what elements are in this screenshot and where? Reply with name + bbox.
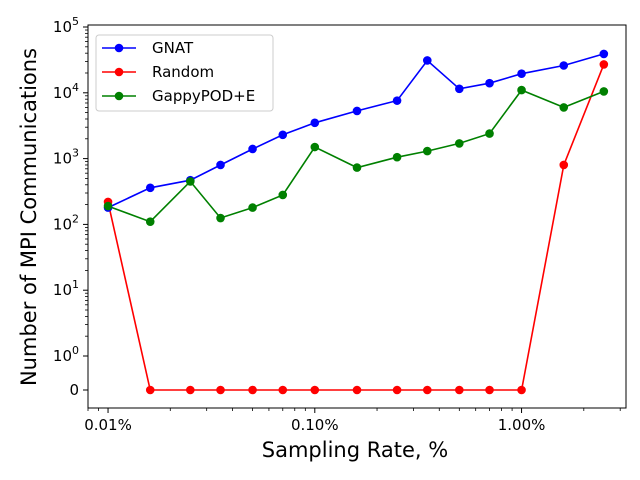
data-point bbox=[278, 130, 288, 140]
data-point bbox=[145, 385, 155, 395]
y-tick-label: 100 bbox=[53, 344, 79, 365]
y-tick-base: 10 bbox=[53, 347, 72, 365]
y-tick-exponent: 2 bbox=[72, 212, 79, 225]
y-tick-label: 103 bbox=[53, 147, 79, 168]
data-point bbox=[145, 217, 155, 226]
legend-label: GNAT bbox=[152, 39, 194, 57]
y-tick-exponent: 0 bbox=[72, 344, 79, 357]
legend-marker bbox=[114, 91, 124, 101]
data-point bbox=[248, 144, 257, 154]
data-point bbox=[392, 385, 402, 395]
x-tick-label: 0.01% bbox=[84, 416, 132, 434]
data-point bbox=[517, 85, 526, 95]
data-point bbox=[310, 385, 320, 395]
y-tick-base: 10 bbox=[53, 18, 72, 36]
data-point bbox=[186, 385, 195, 395]
data-point bbox=[310, 142, 320, 152]
legend: GNAT Random GappyPOD+E bbox=[95, 34, 274, 112]
data-point bbox=[485, 129, 494, 138]
data-point bbox=[559, 103, 569, 112]
y-tick-label: 102 bbox=[53, 212, 79, 233]
legend-marker bbox=[114, 43, 124, 53]
y-tick-base: 10 bbox=[53, 84, 72, 102]
data-point bbox=[517, 69, 526, 79]
series-layer bbox=[103, 49, 609, 395]
data-point bbox=[216, 160, 225, 170]
y-tick-label: 0 bbox=[69, 381, 79, 399]
data-point bbox=[392, 152, 402, 162]
y-tick-label: 104 bbox=[53, 81, 79, 102]
legend-label: GappyPOD+E bbox=[152, 87, 255, 105]
data-point bbox=[216, 385, 225, 395]
y-axis-label: Number of MPI Communications bbox=[17, 48, 41, 386]
plot-frame bbox=[87, 24, 627, 409]
data-point bbox=[559, 160, 569, 170]
x-axis-label: Sampling Rate, % bbox=[262, 438, 448, 462]
data-point bbox=[352, 163, 362, 172]
y-tick-exponent: 5 bbox=[72, 15, 79, 28]
y-tick-base: 10 bbox=[53, 215, 72, 233]
data-point bbox=[352, 385, 362, 395]
data-point bbox=[145, 183, 155, 193]
data-point bbox=[455, 84, 464, 94]
x-tick-label: 1.00% bbox=[498, 416, 546, 434]
data-point bbox=[422, 146, 432, 156]
data-point bbox=[352, 106, 362, 116]
data-point bbox=[278, 385, 288, 395]
y-tick-base: 10 bbox=[53, 281, 72, 299]
legend-box bbox=[95, 34, 274, 112]
y-tick-exponent: 1 bbox=[72, 278, 79, 291]
data-point bbox=[455, 139, 464, 148]
data-point bbox=[485, 385, 494, 395]
data-point bbox=[599, 87, 609, 96]
data-point bbox=[485, 78, 494, 88]
data-point bbox=[310, 118, 320, 128]
data-point bbox=[599, 49, 609, 59]
legend-label: Random bbox=[152, 63, 214, 81]
y-tick-label: 101 bbox=[53, 278, 79, 299]
data-point bbox=[599, 60, 609, 69]
y-tick-base: 10 bbox=[53, 150, 72, 168]
data-point bbox=[278, 190, 288, 200]
data-point bbox=[103, 201, 113, 211]
data-point bbox=[559, 61, 569, 70]
data-point bbox=[422, 56, 432, 65]
data-point bbox=[392, 96, 402, 105]
y-tick-exponent: 3 bbox=[72, 147, 79, 160]
y-tick-label: 105 bbox=[53, 15, 79, 36]
data-point bbox=[186, 177, 195, 186]
data-point bbox=[248, 385, 257, 395]
data-point bbox=[455, 385, 464, 395]
y-tick-exponent: 4 bbox=[72, 81, 79, 94]
x-tick-label: 0.10% bbox=[291, 416, 339, 434]
data-point bbox=[248, 203, 257, 212]
data-point bbox=[422, 385, 432, 395]
data-point bbox=[216, 213, 225, 223]
data-point bbox=[517, 385, 526, 395]
legend-marker bbox=[114, 67, 124, 77]
